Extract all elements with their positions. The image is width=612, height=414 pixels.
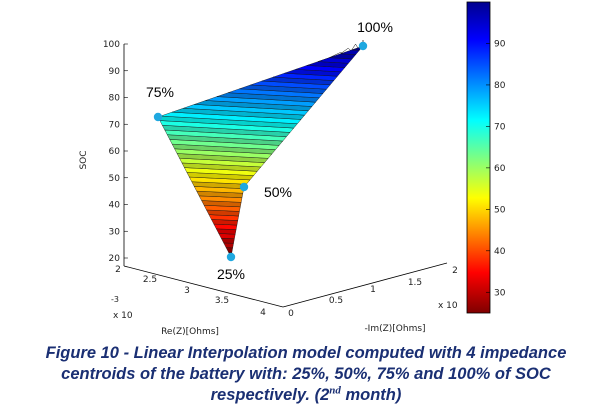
surface-strip — [223, 242, 234, 249]
colorbar-tick-30: 30 — [494, 288, 506, 298]
colorbar-ticks: 30 40 50 60 70 80 90 — [486, 39, 506, 298]
x-axis-label: Re(Z)[Ohms] — [161, 327, 219, 337]
x-tick-labels: 2 2.5 3 3.5 4 — [115, 265, 266, 318]
x-exponent-power: -3 — [111, 295, 119, 304]
interpolation-surface — [159, 40, 364, 258]
centroid-marker-100 — [358, 41, 368, 51]
centroid-label-100: 100% — [357, 19, 393, 35]
caption-superscript: nd — [329, 384, 341, 397]
centroid-marker-75 — [153, 112, 163, 122]
z-tick-80: 80 — [109, 94, 121, 104]
caption-line-3-end: month) — [340, 386, 402, 404]
x-axis-line — [123, 265, 284, 308]
colorbar — [466, 1, 491, 314]
caption-line-3: respectively. (2nd month) — [0, 385, 612, 406]
colorbar-tick-80: 80 — [494, 81, 506, 91]
x-exponent-label: x 10 — [113, 311, 133, 321]
y-tick-labels: 0 0.5 1 1.5 2 — [288, 266, 458, 319]
centroid-markers: 25% 50% 75% 100% — [146, 19, 393, 282]
surface-strip — [340, 49, 360, 55]
colorbar-tick-60: 60 — [494, 164, 506, 174]
z-tick-90: 90 — [109, 67, 121, 77]
figure-caption: Figure 10 - Linear Interpolation model c… — [0, 343, 612, 406]
x-tick-2.5: 2.5 — [143, 275, 157, 285]
y-tick-2: 2 — [452, 266, 458, 276]
caption-line-3-start: respectively. (2 — [210, 386, 330, 404]
y-exponent-label: x 10 — [438, 301, 458, 311]
z-tick-40: 40 — [109, 201, 121, 211]
y-tick-1.5: 1.5 — [408, 278, 422, 288]
surface-strip — [220, 237, 235, 244]
z-tick-70: 70 — [109, 120, 121, 130]
centroid-marker-50 — [239, 182, 249, 192]
x-tick-3: 3 — [184, 286, 190, 296]
z-tick-30: 30 — [109, 227, 121, 237]
caption-line-1: Figure 10 - Linear Interpolation model c… — [45, 344, 567, 362]
colorbar-tick-70: 70 — [494, 122, 506, 132]
x-tick-3.5: 3.5 — [215, 296, 229, 306]
surface-strip — [225, 247, 233, 253]
caption-line-2: centroids of the battery with: 25%, 50%,… — [61, 365, 551, 383]
z-tick-labels: 20 30 40 50 60 70 80 90 100 — [103, 40, 128, 264]
y-tick-0: 0 — [288, 309, 294, 319]
y-tick-0.5: 0.5 — [329, 296, 343, 306]
z-tick-50: 50 — [109, 174, 121, 184]
x-tick-2: 2 — [115, 265, 121, 275]
z-tick-60: 60 — [109, 147, 121, 157]
colorbar-tick-50: 50 — [494, 205, 506, 215]
centroid-label-75: 75% — [146, 84, 174, 100]
x-tick-4: 4 — [260, 308, 266, 318]
z-axis-label: SOC — [79, 150, 89, 169]
z-tick-20: 20 — [109, 254, 121, 264]
y-tick-1: 1 — [370, 285, 376, 295]
y-axis-line — [282, 262, 448, 308]
colorbar-tick-90: 90 — [494, 39, 506, 49]
colorbar-tick-40: 40 — [494, 247, 506, 257]
centroid-marker-25 — [226, 252, 236, 262]
centroid-label-25: 25% — [217, 266, 245, 282]
y-axis-label: -Im(Z)[Ohms] — [364, 324, 425, 334]
z-tick-100: 100 — [103, 40, 120, 50]
centroid-label-50: 50% — [264, 184, 292, 200]
